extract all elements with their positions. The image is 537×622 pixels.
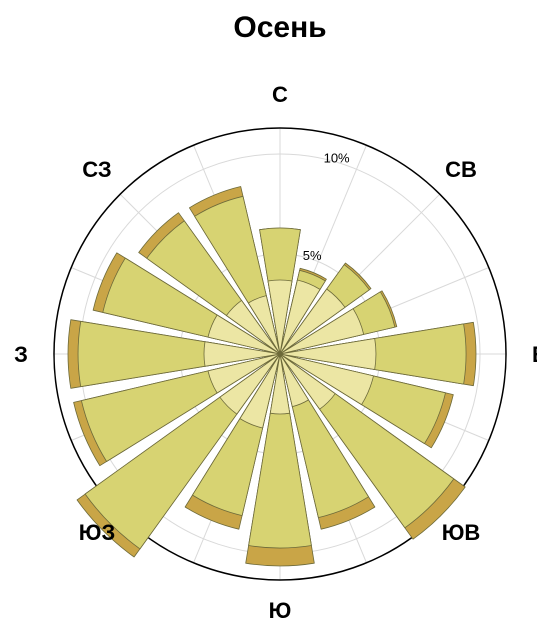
percent-tick-label: 10% bbox=[324, 150, 350, 165]
wind-sector-sw-series-1 bbox=[219, 353, 281, 415]
wind-sector-s-series-1 bbox=[269, 353, 291, 415]
outer-ring bbox=[53, 127, 507, 581]
wind-sector-ssw-series-1 bbox=[239, 353, 281, 429]
direction-label: ЮВ bbox=[442, 520, 481, 545]
wind-sector-nne-series-1 bbox=[279, 279, 321, 355]
label-layer: 5% 10% С СВ В ЮВ Ю ЮЗ З СЗ bbox=[14, 82, 537, 622]
wind-sector-wnw-series-1 bbox=[207, 314, 281, 355]
wind-sector-sse-series-1 bbox=[279, 353, 309, 407]
chart-title: Осень bbox=[233, 11, 326, 44]
direction-label: Ю bbox=[269, 598, 292, 622]
direction-label: СВ bbox=[445, 157, 477, 182]
wind-sector-s-series-2 bbox=[248, 353, 312, 549]
wind-sector-nw-series-1 bbox=[226, 300, 281, 355]
direction-label: ЮЗ bbox=[79, 520, 115, 545]
wind-sector-e-series-1 bbox=[279, 338, 377, 370]
wind-sector-w-series-1 bbox=[203, 341, 281, 367]
wind-sector-se-series-1 bbox=[279, 353, 336, 410]
percent-tick-label: 5% bbox=[303, 248, 322, 263]
direction-label: В bbox=[532, 342, 537, 367]
wind-sector-ene-series-1 bbox=[279, 308, 365, 355]
wind-sector-wsw-series-1 bbox=[207, 353, 281, 394]
wind-sector-n-series-1 bbox=[267, 279, 293, 355]
direction-label: С bbox=[272, 82, 288, 107]
wind-sector-w-series-2 bbox=[77, 321, 281, 387]
sector-layer bbox=[67, 186, 477, 567]
wind-sector-ne-series-1 bbox=[279, 288, 346, 355]
direction-label: СЗ bbox=[82, 157, 111, 182]
wind-sector-nnw-series-1 bbox=[248, 295, 281, 355]
direction-label: З bbox=[14, 342, 28, 367]
wind-sector-ese-series-1 bbox=[279, 353, 374, 405]
